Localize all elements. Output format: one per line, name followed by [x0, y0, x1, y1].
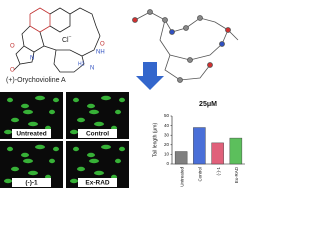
atom-label: H2 [78, 61, 85, 67]
nucleus [77, 166, 85, 172]
nucleus [53, 97, 59, 103]
nucleus [94, 121, 104, 127]
bar [193, 127, 206, 165]
y-tick-label: 50 [164, 113, 170, 118]
crystal-structure [132, 9, 239, 83]
nucleus [28, 170, 38, 176]
bar [229, 137, 243, 165]
atom-label: N [30, 56, 34, 62]
nucleus [11, 166, 19, 172]
nucleus [23, 158, 33, 164]
nucleus [89, 109, 99, 115]
bar [174, 151, 188, 165]
atom-label: O [10, 44, 15, 50]
nucleus [11, 117, 19, 123]
nucleus [87, 152, 95, 158]
y-tick-label: 20 [164, 142, 170, 147]
panel-label: Untreated [16, 131, 46, 138]
nucleus [70, 178, 78, 184]
nucleus [7, 97, 13, 103]
compound-name: (+)-Orychovioline A [6, 77, 66, 84]
x-tick-label: Control [198, 167, 203, 182]
nucleus [70, 129, 78, 135]
nucleus [4, 129, 12, 135]
bar-chart: 25μM Tail length (μm) 0 10 20 30 40 50 Untreated… [152, 101, 245, 187]
nucleus [53, 146, 59, 152]
nucleus [35, 95, 45, 101]
nucleus [115, 158, 121, 164]
atom-label: N [90, 66, 94, 72]
nucleus [28, 121, 38, 127]
y-tick-label: 40 [164, 123, 170, 128]
nucleus [73, 146, 79, 152]
nucleus [87, 103, 95, 109]
chart-title: 25μM [199, 101, 217, 108]
y-axis-label: Tail length (μm) [152, 123, 158, 158]
label-box [12, 129, 51, 138]
arrow [136, 62, 164, 90]
nucleus [119, 146, 125, 152]
nucleus [23, 109, 33, 115]
counterion-charge: − [69, 34, 72, 40]
label-box [78, 129, 117, 138]
atom-label: O [100, 42, 105, 48]
nucleus [101, 144, 111, 150]
nucleus [115, 109, 121, 115]
x-tick-label: Ex-RAD [234, 166, 239, 183]
x-tick-label: Untreated [179, 167, 184, 187]
atom-label: O [10, 68, 15, 74]
nucleus [94, 170, 104, 176]
graphical-abstract: O O N O NH N H2 Cl− (+)-Orychovioline A … [0, 7, 245, 188]
nucleus [77, 117, 85, 123]
nucleus [35, 144, 45, 150]
nucleus [49, 158, 55, 164]
nucleus [21, 152, 29, 158]
nucleus [21, 103, 29, 109]
bar [211, 142, 224, 165]
y-tick-label: 10 [164, 152, 170, 157]
nucleus [49, 109, 55, 115]
nucleus [7, 146, 13, 152]
panel-label: (-)-1 [25, 180, 38, 187]
counterion: Cl− [62, 34, 72, 44]
label-box [12, 178, 51, 187]
panel-grid: Untreated Control (-)-1 Ex-RAD [0, 92, 129, 188]
y-tick-label: 0 [166, 161, 169, 166]
panel-label: Ex-RAD [85, 180, 110, 187]
panel-label: Control [86, 131, 109, 138]
x-tick-label: (-)-1 [216, 167, 221, 176]
nucleus [101, 95, 111, 101]
chemical-structure [13, 7, 101, 73]
atom-label: NH [96, 50, 105, 56]
nucleus [119, 97, 125, 103]
nucleus [4, 178, 12, 184]
counterion-symbol: Cl [62, 37, 69, 44]
y-tick-label: 30 [164, 132, 170, 137]
label-box [78, 178, 117, 187]
nucleus [73, 97, 79, 103]
nucleus [89, 158, 99, 164]
